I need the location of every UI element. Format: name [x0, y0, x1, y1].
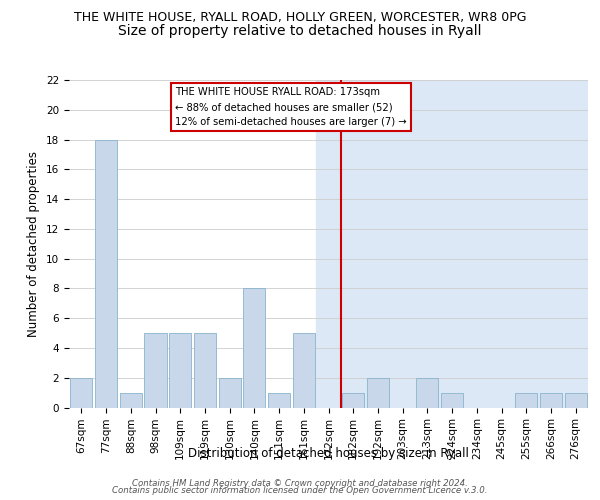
Bar [293, 333, 315, 407]
Y-axis label: Number of detached properties: Number of detached properties [28, 151, 40, 337]
Bar [95, 140, 117, 407]
Text: THE WHITE HOUSE, RYALL ROAD, HOLLY GREEN, WORCESTER, WR8 0PG: THE WHITE HOUSE, RYALL ROAD, HOLLY GREEN… [74, 11, 526, 24]
Bar [218, 378, 241, 408]
Bar [70, 378, 92, 408]
Bar [416, 378, 439, 408]
Bar [441, 392, 463, 407]
Bar [243, 288, 265, 408]
Bar [145, 333, 167, 407]
Text: THE WHITE HOUSE RYALL ROAD: 173sqm
← 88% of detached houses are smaller (52)
12%: THE WHITE HOUSE RYALL ROAD: 173sqm ← 88%… [175, 88, 407, 127]
Bar [268, 392, 290, 407]
Bar [169, 333, 191, 407]
Text: Distribution of detached houses by size in Ryall: Distribution of detached houses by size … [188, 448, 469, 460]
Text: Size of property relative to detached houses in Ryall: Size of property relative to detached ho… [118, 24, 482, 38]
Bar [515, 392, 538, 407]
Bar [367, 378, 389, 408]
Bar [540, 392, 562, 407]
Bar [194, 333, 216, 407]
Bar [565, 392, 587, 407]
Bar [342, 392, 364, 407]
Text: Contains HM Land Registry data © Crown copyright and database right 2024.: Contains HM Land Registry data © Crown c… [132, 478, 468, 488]
Text: Contains public sector information licensed under the Open Government Licence v.: Contains public sector information licen… [112, 486, 488, 495]
Bar [316, 80, 588, 407]
Bar [119, 392, 142, 407]
Bar [69, 80, 316, 407]
